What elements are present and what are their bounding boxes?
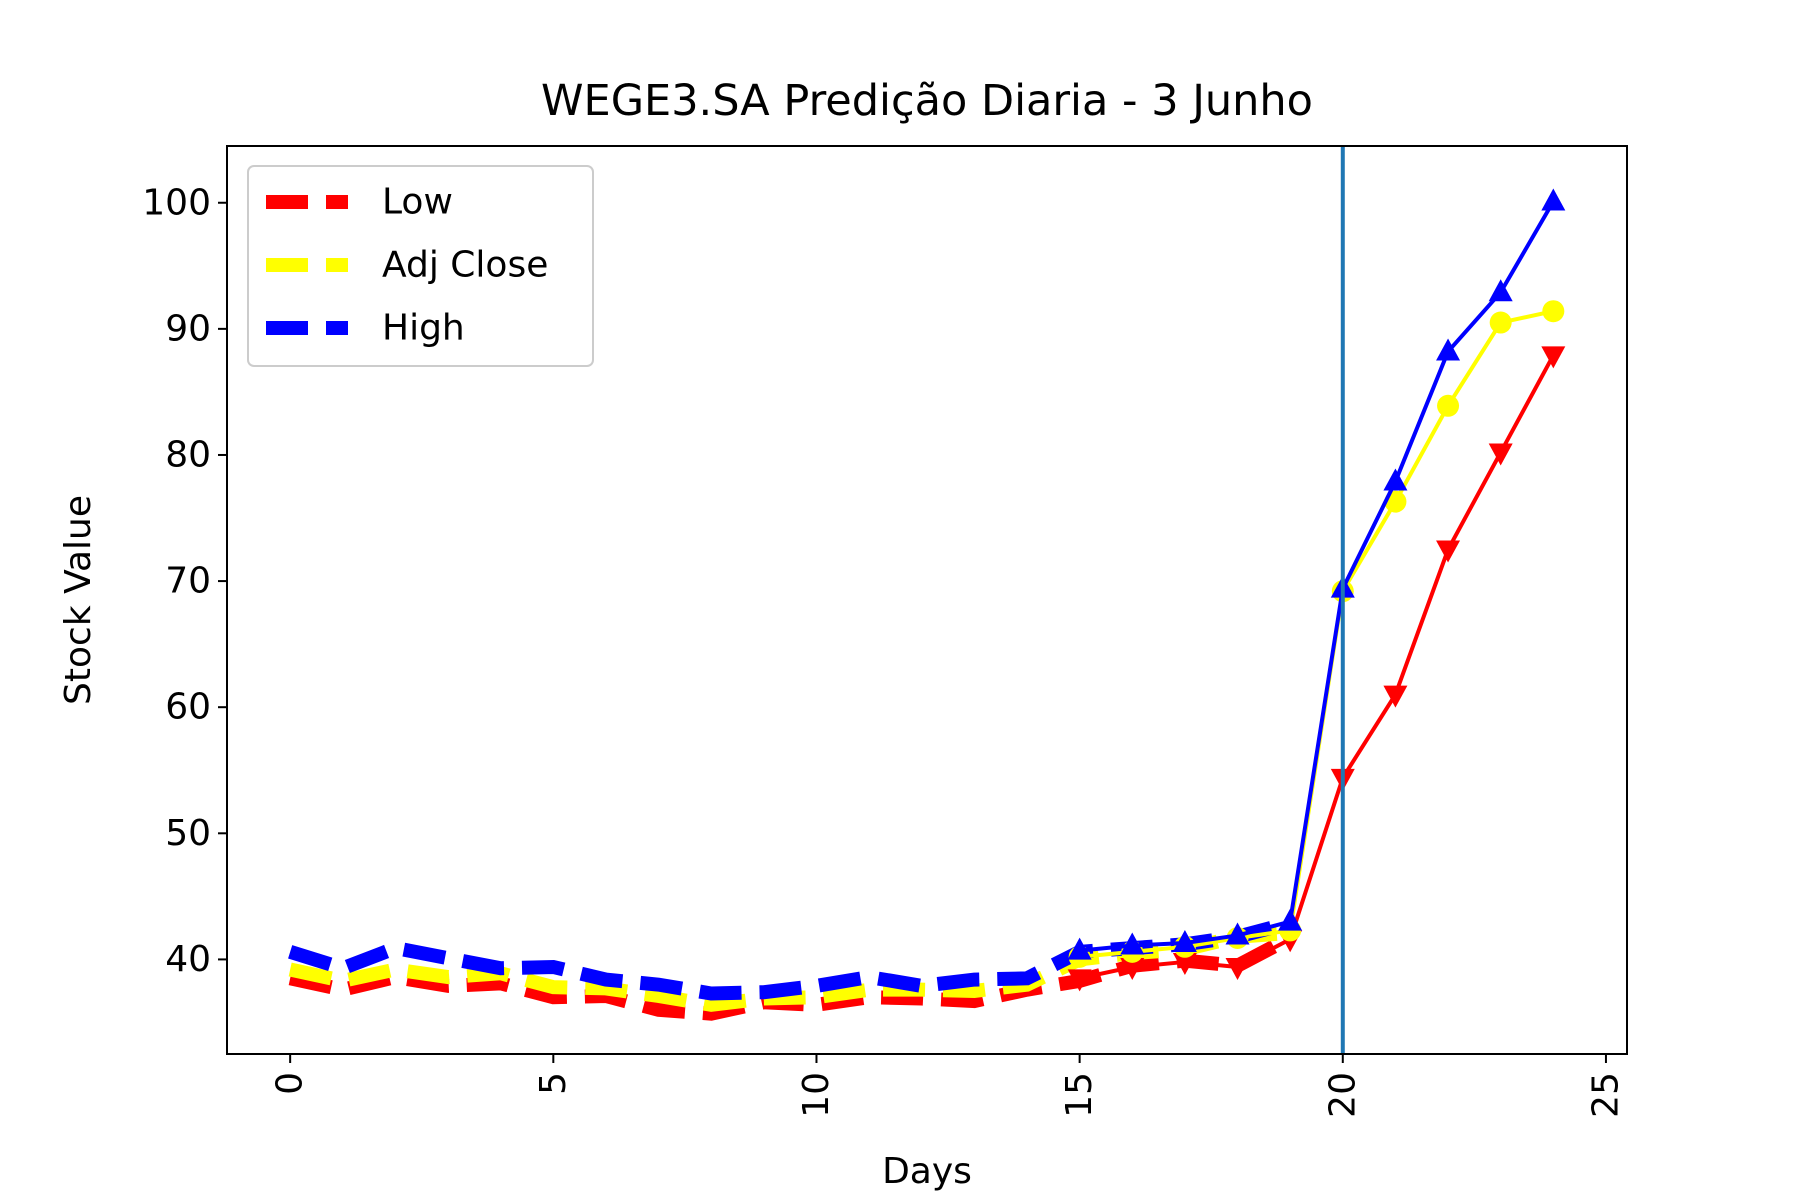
series-0-point-3 bbox=[1225, 957, 1250, 980]
y-tick-label-2: 60 bbox=[165, 687, 211, 728]
series-0-point-6 bbox=[1383, 685, 1408, 708]
legend: Low Adj Close High bbox=[247, 165, 594, 367]
series-0-point-2 bbox=[1172, 952, 1197, 975]
y-tick-label-1: 50 bbox=[165, 813, 211, 854]
legend-label-2: High bbox=[382, 308, 465, 349]
x-tick-label-5: 25 bbox=[1585, 1072, 1626, 1118]
x-tick-label-1: 5 bbox=[533, 1072, 574, 1095]
series-2-point-4 bbox=[1278, 908, 1303, 931]
y-tick-label-4: 80 bbox=[165, 434, 211, 475]
y-tick-label-3: 70 bbox=[165, 561, 211, 602]
series-0-point-8 bbox=[1488, 443, 1513, 466]
series-2-point-3 bbox=[1225, 922, 1250, 945]
series-2-point-0 bbox=[1067, 937, 1092, 960]
series-2-point-2 bbox=[1172, 930, 1197, 953]
plot-layer bbox=[288, 146, 1566, 1054]
series-2-point-7 bbox=[1436, 338, 1461, 361]
legend-box bbox=[247, 165, 594, 367]
series-0-point-1 bbox=[1120, 957, 1145, 980]
x-tick-label-4: 20 bbox=[1322, 1072, 1363, 1118]
y-tick-label-6: 100 bbox=[142, 182, 211, 223]
series-2-point-9 bbox=[1541, 188, 1566, 211]
x-tick-label-0: 0 bbox=[270, 1072, 311, 1095]
series-1-point-7 bbox=[1437, 394, 1460, 417]
series-0-prediction-line bbox=[1079, 354, 1556, 981]
x-tick-label-3: 15 bbox=[1059, 1072, 1100, 1118]
chart-title: WEGE3.SA Predição Diaria - 3 Junho bbox=[541, 76, 1313, 126]
series-2-point-1 bbox=[1120, 932, 1145, 955]
x-axis-title: Days bbox=[882, 1151, 972, 1192]
series-0-point-7 bbox=[1436, 540, 1461, 563]
series-2-point-8 bbox=[1488, 279, 1513, 302]
series-2-point-6 bbox=[1383, 468, 1408, 491]
plot-series-group bbox=[288, 146, 1566, 1054]
ticks-layer: 0 5 10 15 20 25 40 50 60 70 80 90 100 bbox=[142, 182, 1626, 1118]
plot-frame bbox=[226, 145, 1628, 1055]
series-2-prediction-line bbox=[1079, 200, 1556, 953]
x-tick-label-2: 10 bbox=[796, 1072, 837, 1118]
series-1-point-8 bbox=[1489, 311, 1512, 334]
series-0-point-0 bbox=[1067, 969, 1092, 992]
legend-label-1: Adj Close bbox=[382, 245, 548, 286]
series-1-point-9 bbox=[1542, 300, 1565, 323]
y-axis-title: Stock Value bbox=[58, 495, 99, 705]
y-tick-label-5: 90 bbox=[165, 308, 211, 349]
legend-label-0: Low bbox=[382, 182, 453, 223]
y-tick-label-0: 40 bbox=[165, 939, 211, 980]
series-0-point-9 bbox=[1541, 346, 1566, 369]
